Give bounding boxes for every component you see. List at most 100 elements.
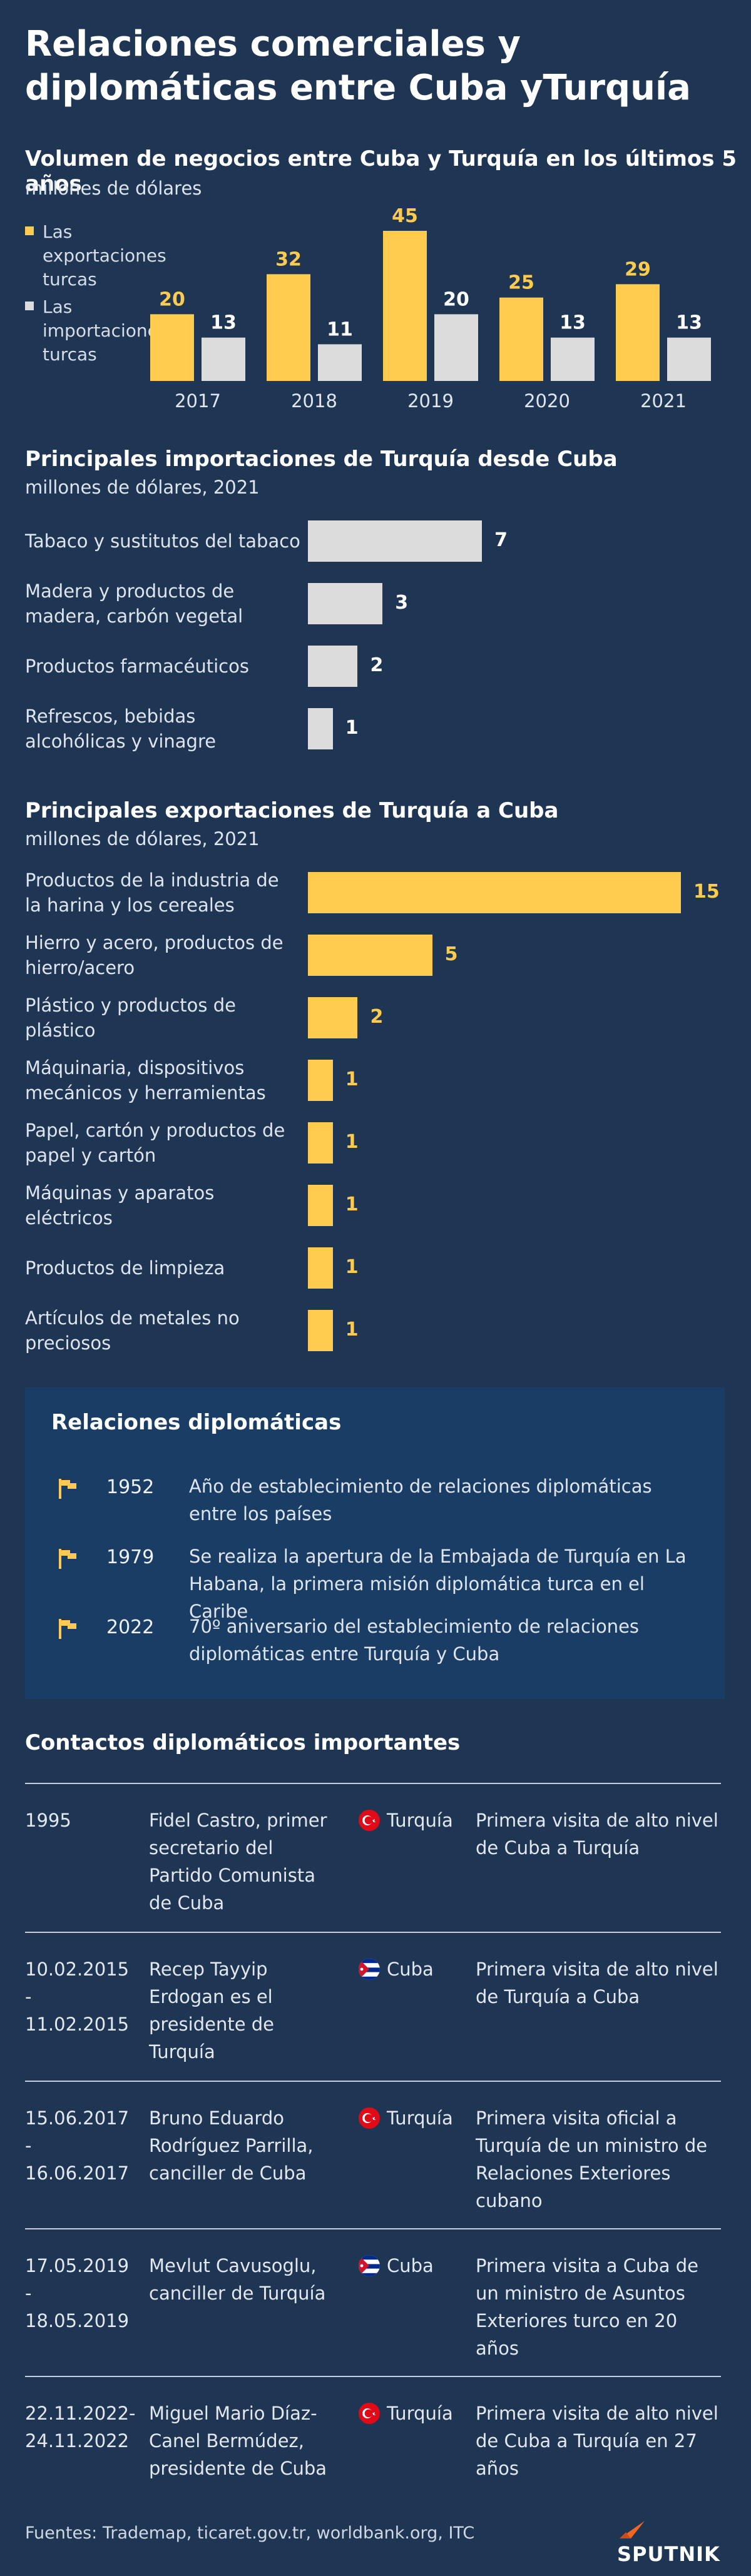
row-divider — [25, 1932, 721, 1933]
category-label: Hierro y acero, productos de hierro/acer… — [25, 932, 284, 978]
diplomatic-item: 1952 Año de establecimiento de relacione… — [25, 1470, 725, 1533]
bar-value-label: 1 — [345, 1068, 359, 1090]
category-label: Productos de la industria de la harina y… — [25, 870, 279, 916]
bar-exports-2018 — [267, 274, 310, 381]
bar-value-label: 1 — [345, 1256, 359, 1278]
sputnik-logo-icon — [620, 2521, 645, 2538]
bar — [308, 583, 383, 624]
diplomatic-year: 1952 — [106, 1476, 155, 1498]
imports-chart: Tabaco y sustitutos del tabaco 7 Madera y … — [0, 0, 751, 752]
bar-value-label: 25 — [508, 272, 534, 294]
x-tick-label: 2017 — [175, 390, 221, 412]
contact-country: Turquía — [387, 1810, 453, 1831]
contact-date: 22.11.2022- 24.11.2022 — [25, 2403, 136, 2452]
category-label: Máquinas y aparatos eléctricos — [25, 1182, 215, 1229]
diplomatic-year: 2022 — [106, 1616, 155, 1638]
bar-value-label: 2 — [370, 1006, 384, 1028]
contact-country: Turquía — [387, 2403, 453, 2424]
row-divider — [25, 1783, 721, 1784]
bar — [308, 997, 358, 1038]
contact-date: 10.02.2015 - 11.02.2015 — [25, 1959, 130, 2035]
x-tick-label: 2019 — [407, 390, 454, 412]
contact-person: Bruno Eduardo Rodríguez Parrilla, cancil… — [149, 2107, 314, 2184]
contact-country: Turquía — [387, 2107, 453, 2129]
diplomatic-text: 70º aniversario del establecimiento de r… — [189, 1616, 640, 1665]
bar — [308, 1247, 333, 1289]
bar-imports-2018 — [318, 344, 362, 381]
bar-value-label: 3 — [395, 592, 409, 614]
contact-description: Primera visita a Cuba de un ministro de … — [476, 2255, 698, 2359]
bar — [308, 1122, 333, 1164]
legend-swatch-imports — [25, 302, 34, 310]
diplomatic-text: Se realiza la apertura de la Embajada de… — [189, 1546, 687, 1622]
section1-unit: millones de dólares — [25, 178, 202, 199]
bar — [308, 1310, 333, 1351]
category-label: Máquinaria, dispositivos mecánicos y her… — [25, 1057, 266, 1103]
bar-value-label: 1 — [345, 717, 359, 739]
x-tick-label: 2021 — [640, 390, 687, 412]
bar-value-label: 1 — [345, 1131, 359, 1153]
sputnik-logo: SPUTNIK — [617, 2518, 751, 2566]
bar-value-label: 45 — [392, 205, 418, 227]
diplomatic-text: Año de establecimiento de relaciones dip… — [189, 1476, 652, 1524]
bar-value-label: 5 — [444, 943, 458, 965]
bar — [308, 646, 358, 687]
cuba-flag-icon — [359, 1959, 380, 1980]
contact-date: 1995 — [25, 1810, 71, 1831]
page-title: Relaciones comerciales y diplomáticas en… — [25, 24, 691, 108]
turkey-flag-icon — [359, 1810, 380, 1831]
cuba-flag-icon — [359, 2255, 380, 2276]
bar-exports-2021 — [616, 284, 660, 381]
bar-imports-2020 — [551, 337, 595, 381]
section2-unit: millones de dólares, 2021 — [25, 477, 260, 498]
contact-description: Primera visita oficial a Turquía de un m… — [476, 2107, 708, 2211]
x-tick-label: 2020 — [524, 390, 570, 412]
bar-value-label: 1 — [345, 1319, 359, 1341]
x-tick-label: 2018 — [291, 390, 337, 412]
bar-value-label: 7 — [494, 529, 508, 551]
bar — [308, 520, 483, 562]
category-label: Plástico y productos de plástico — [25, 995, 236, 1041]
sputnik-brand-text: SPUTNIK — [617, 2542, 720, 2566]
diplomatic-year: 1979 — [106, 1546, 155, 1568]
category-label: Papel, cartón y productos de papel y car… — [25, 1120, 285, 1166]
bar-value-label: 13 — [210, 312, 237, 334]
contacts-title: Contactos diplomáticos importantes — [25, 1730, 461, 1755]
bar-value-label: 32 — [275, 248, 302, 270]
turkey-flag-icon — [359, 2403, 380, 2424]
section1-title: Volumen de negocios entre Cuba y Turquía… — [25, 146, 737, 196]
sources-footer: Fuentes: Trademap, ticaret.gov.tr, world… — [25, 2523, 475, 2543]
chart1-legend: Las exportaciones turcas Las importacion… — [25, 220, 168, 370]
turkey-flag-icon — [359, 2107, 380, 2129]
contact-date: 17.05.2019 - 18.05.2019 — [25, 2255, 130, 2331]
category-label: Madera y productos de madera, carbón veg… — [25, 581, 243, 627]
trade-volume-chart: 20 13 2017 32 11 2018 45 20 2019 25 13 2020 29 13 2021 — [150, 205, 711, 412]
bar — [308, 1060, 333, 1101]
row-divider — [25, 2376, 721, 2377]
contact-person: Recep Tayyip Erdogan es el presidente de… — [149, 1959, 275, 2062]
contact-person: Fidel Castro, primer secretario del Part… — [149, 1810, 327, 1914]
flag-icon — [59, 1549, 76, 1569]
category-label: Tabaco y sustitutos del tabaco — [25, 530, 300, 552]
row-divider — [25, 2228, 721, 2229]
category-label: Artículos de metales no preciosos — [25, 1307, 240, 1354]
flag-icon — [59, 1619, 76, 1639]
legend-label-imports: Las importaciones turcas — [43, 297, 168, 365]
bar-value-label: 13 — [676, 312, 702, 334]
contact-description: Primera visita de alto nivel de Cuba a T… — [476, 2403, 718, 2479]
bar-value-label: 15 — [693, 881, 720, 903]
diplomatic-title: Relaciones diplomáticas — [51, 1410, 342, 1435]
bar-value-label: 29 — [625, 258, 651, 280]
contact-country: Cuba — [387, 2255, 434, 2276]
section3-title: Principales exportaciones de Turquía a C… — [25, 798, 559, 823]
bar-exports-2017 — [150, 314, 194, 381]
bar — [308, 1185, 333, 1226]
diplomatic-item: 1979 Se realiza la apertura de la Embaja… — [25, 1540, 725, 1622]
bar-imports-2019 — [434, 314, 478, 381]
section3-unit: millones de dólares, 2021 — [25, 828, 260, 849]
exports-chart: Productos de la industria de la harina y… — [0, 0, 751, 1354]
diplomatic-relations-box: Relaciones diplomáticas 1952 Año de esta… — [25, 1387, 725, 1699]
contact-person: Miguel Mario Díaz-Canel Bermúdez, presid… — [149, 2403, 327, 2479]
bar-imports-2021 — [667, 337, 711, 381]
contact-description: Primera visita de alto nivel de Turquía … — [476, 1959, 718, 2007]
